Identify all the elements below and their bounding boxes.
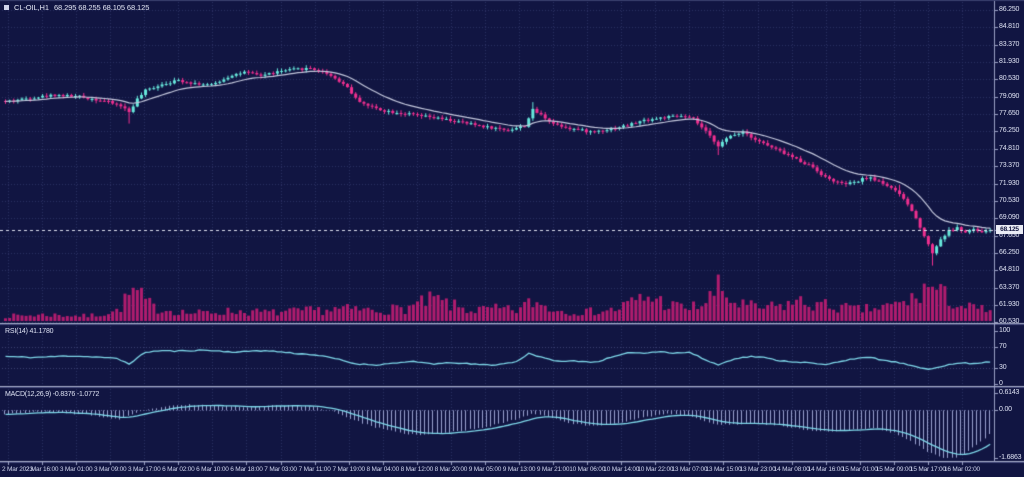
chart-window: CL-OIL,H1 68.295 68.255 68.105 68.125 RS…: [0, 0, 1024, 477]
chart-canvas[interactable]: [0, 0, 1024, 477]
